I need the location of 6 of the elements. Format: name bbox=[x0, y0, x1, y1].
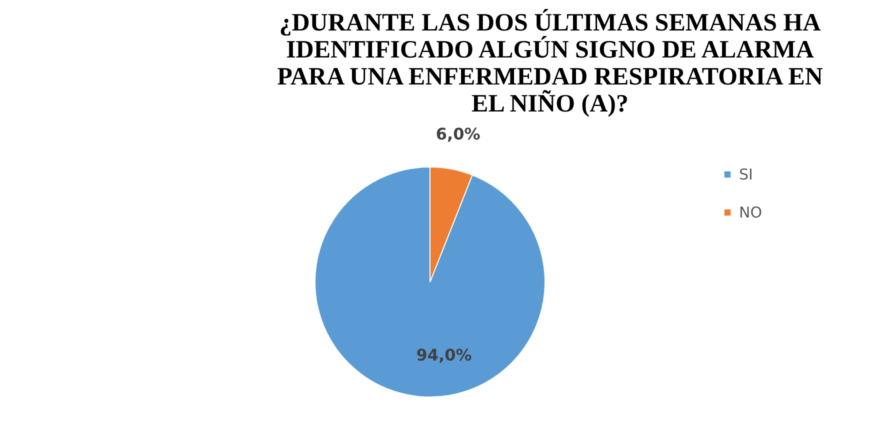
data-label: 94,0% bbox=[416, 346, 472, 365]
legend-label: NO bbox=[739, 204, 762, 222]
data-label: 6,0% bbox=[436, 124, 480, 144]
legend-label: SI bbox=[739, 166, 753, 184]
pie-slice bbox=[314, 166, 546, 398]
chart-title: ¿DURANTE LAS DOS ÚLTIMAS SEMANAS HA IDENTIFICADO ALGÚN SIGNO DE ALARMA PARA UNA ENFERMEDAD RESPIRATORIA EN EL NIÑO (A)? bbox=[277, 8, 823, 118]
